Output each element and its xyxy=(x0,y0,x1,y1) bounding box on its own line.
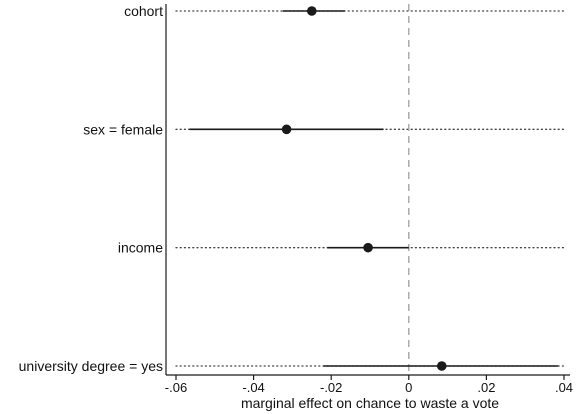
category-labels: cohort sex = female income university degre… xyxy=(19,3,164,374)
x-tick-label: 0 xyxy=(405,380,412,395)
category-label: cohort xyxy=(124,3,163,19)
x-tick-label: .04 xyxy=(555,380,573,395)
estimate-marks xyxy=(189,6,559,371)
x-tick-label: -.02 xyxy=(320,380,342,395)
x-tick-label: .02 xyxy=(477,380,495,395)
category-label: income xyxy=(118,240,163,256)
x-axis-title: marginal effect on chance to waste a vot… xyxy=(241,395,499,411)
guide-lines xyxy=(175,10,565,367)
x-tick-label: -.04 xyxy=(242,380,264,395)
estimate-point xyxy=(436,361,447,371)
category-label: sex = female xyxy=(83,121,163,137)
estimate-point xyxy=(307,6,317,16)
category-label: university degree = yes xyxy=(19,358,163,374)
x-axis-ticks: -.06 -.04 -.02 0 .02 .04 xyxy=(165,375,573,395)
estimate-point xyxy=(281,124,292,135)
estimate-point xyxy=(363,242,373,253)
x-tick-label: -.06 xyxy=(165,380,187,395)
